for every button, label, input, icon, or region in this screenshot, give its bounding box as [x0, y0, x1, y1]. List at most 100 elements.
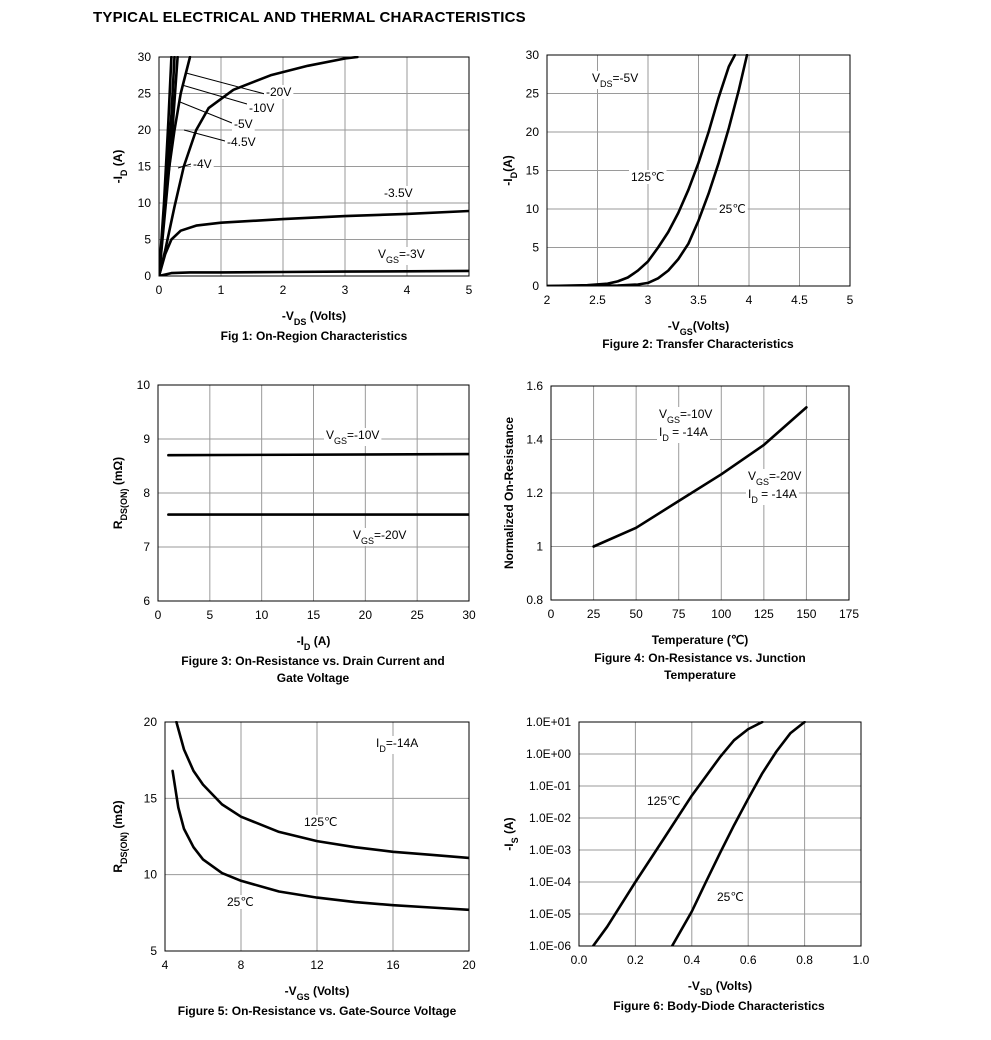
x-tick-label: 2: [544, 293, 551, 307]
figure-caption: Figure 5: On-Resistance vs. Gate-Source …: [178, 1004, 457, 1018]
annotation-id: ID=-14A: [374, 736, 421, 754]
series-line: [159, 269, 469, 276]
x-axis-label: -VGS (Volts): [285, 984, 350, 1002]
x-tick-label: 16: [386, 958, 400, 972]
x-tick-label: 3: [342, 283, 349, 297]
x-tick-label: 30: [462, 608, 476, 622]
annotation-25c: 25℃: [225, 895, 256, 909]
y-tick-label: 9: [143, 432, 150, 446]
annotation-25c-bg: [715, 890, 746, 904]
y-axis-label: -IS (A): [502, 817, 520, 850]
y-axis-label: Normalized On-Resistance: [502, 417, 516, 569]
annotation-3-5v-text: -3.5V: [384, 186, 413, 200]
annotation-id-bg: [374, 736, 421, 754]
plot-frame: [546, 54, 851, 287]
y-tick-label: 15: [526, 164, 540, 178]
y-tick-label: 1.6: [526, 379, 543, 393]
y-tick-label: 0: [144, 269, 151, 283]
fig3-chart: 0 5 10 15 20 25 30 6 7 8 9 10 -ID (A) RDS(ON) (mΩ) Fig…: [111, 378, 476, 685]
x-tick-label: 0: [548, 607, 555, 621]
annotation-vgs-10v-bg: [324, 428, 382, 446]
y-tick-label: 1.0E+00: [526, 747, 571, 761]
page-title: TYPICAL ELECTRICAL AND THERMAL CHARACTER…: [93, 9, 526, 26]
x-tick-label: 0: [155, 608, 162, 622]
series-line: [175, 721, 469, 860]
annotation-25c-text: 25℃: [717, 890, 744, 904]
y-tick-label: 5: [150, 944, 157, 958]
annotation-4-5v-bg: [225, 135, 258, 149]
annotation-id-14a-bg: [657, 425, 710, 443]
annotation-25c-text: 25℃: [227, 895, 254, 909]
figure-caption: Figure 3: On-Resistance vs. Drain Curren…: [181, 654, 444, 685]
annotation-4v-bg: [191, 157, 214, 171]
annotation-20v: -20V: [264, 85, 294, 99]
x-tick-label: 3: [645, 293, 652, 307]
series-line: [547, 54, 749, 286]
x-tick-label: 2.5: [589, 293, 606, 307]
annotation-125c: 125℃: [645, 794, 683, 808]
fig2-chart: 2 2.5 3 3.5 4 4.5 5 0 5 10 15 20 25 30 -VGS(Volts) -ID(…: [501, 48, 854, 351]
x-tick-label: 5: [466, 283, 473, 297]
y-tick-label: 15: [144, 791, 158, 805]
series-line: [167, 452, 469, 457]
y-tick-label: 10: [144, 868, 158, 882]
annotation-4-5v-text: -4.5V: [227, 135, 256, 149]
annotation-id-14a-text: ID = -14A: [659, 425, 708, 443]
y-tick-label: 30: [138, 50, 152, 64]
fig1-chart: 0 1 2 3 4 5 0 5 10 15 20 25 30 -VDS (Volts) -ID (A) Fig…: [111, 50, 473, 343]
y-tick-label: 1.0E+01: [526, 715, 571, 729]
annotation-3-5v-bg: [382, 186, 415, 200]
annotation-id-14a: ID = -14A: [657, 425, 710, 443]
fig4-chart: 0 25 50 75 100 125 150 175 0.8 1 1.2 1.4 1.6 Temperat…: [502, 379, 859, 682]
annotation-vgs-10v-text: VGS=-10V: [659, 407, 712, 425]
annotation-vgs-20v-text: VGS=-20V: [353, 528, 406, 546]
series-line: [159, 56, 359, 276]
series-line: [159, 56, 192, 276]
series-line: [670, 721, 806, 946]
annotation-125c: 125℃: [629, 170, 667, 184]
series-line: [159, 209, 469, 276]
y-tick-label: 5: [532, 241, 539, 255]
x-tick-label: 0.6: [740, 953, 757, 967]
y-tick-label: 5: [144, 233, 151, 247]
y-tick-label: 1.4: [526, 433, 543, 447]
annotation-vgs-3v-bg: [376, 247, 427, 265]
annotation-20v-bg: [264, 85, 294, 99]
y-tick-label: 1.0E-04: [529, 875, 571, 889]
annotation-leader: [177, 163, 192, 169]
annotation-vds-bg: [590, 71, 641, 89]
x-tick-label: 0.4: [683, 953, 700, 967]
y-axis-label: -ID (A): [111, 150, 129, 184]
x-tick-label: 125: [754, 607, 774, 621]
x-tick-label: 2: [280, 283, 287, 297]
x-axis-label: -VSD (Volts): [688, 979, 752, 997]
annotation-id-14a-bg: [746, 487, 799, 505]
x-tick-label: 8: [238, 958, 245, 972]
annotation-10v-bg: [247, 101, 277, 115]
x-tick-label: 12: [310, 958, 324, 972]
x-axis-label: -VDS (Volts): [282, 309, 346, 327]
x-tick-label: 4: [162, 958, 169, 972]
fig6-chart: 0.0 0.2 0.4 0.6 0.8 1.0 1.0E-06 1.0E-05 1.0E-04 1…: [502, 715, 870, 1013]
plot-frame: [158, 56, 470, 277]
x-axis-label: Temperature (℃): [652, 633, 749, 647]
series-line: [547, 54, 737, 286]
x-tick-label: 100: [711, 607, 731, 621]
x-tick-label: 4: [746, 293, 753, 307]
annotation-vgs-10v: VGS=-10V: [324, 428, 382, 446]
y-tick-label: 20: [138, 123, 152, 137]
y-axis-label: RDS(ON) (mΩ): [111, 800, 129, 872]
y-tick-label: 30: [526, 48, 540, 62]
annotation-vgs-20v: VGS=-20V: [746, 469, 804, 487]
annotation-10v: -10V: [247, 101, 277, 115]
x-axis-label: -ID (A): [297, 634, 331, 652]
x-tick-label: 75: [672, 607, 686, 621]
y-tick-label: 1.0E-03: [529, 843, 571, 857]
x-tick-label: 25: [587, 607, 601, 621]
annotation-25c-bg: [717, 202, 748, 216]
y-tick-label: 15: [138, 160, 152, 174]
figure-caption: Figure 6: Body-Diode Characteristics: [613, 999, 825, 1013]
annotation-125c-text: 125℃: [631, 170, 665, 184]
x-tick-label: 0: [156, 283, 163, 297]
annotation-vgs-10v-text: VGS=-10V: [326, 428, 379, 446]
